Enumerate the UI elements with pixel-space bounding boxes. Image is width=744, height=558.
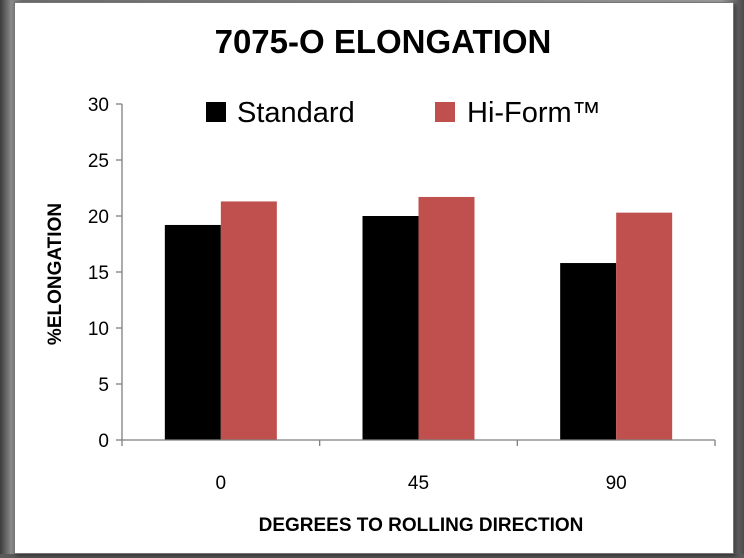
bar-standard-90: [560, 263, 617, 440]
legend-label-standard: Standard: [237, 97, 355, 129]
bar-standard-0: [164, 224, 221, 440]
chart-title: 7075-O ELONGATION: [215, 23, 552, 60]
x-axis-label: DEGREES TO ROLLING DIRECTION: [259, 515, 584, 536]
x-axis: 0 45 90: [121, 439, 716, 494]
y-tick-label: 30: [88, 95, 109, 116]
legend: Standard Hi-Form™: [206, 97, 601, 129]
x-tick-label: 90: [606, 473, 627, 494]
y-tick-label: 5: [98, 375, 109, 396]
bar-hiform-90: [616, 212, 673, 440]
bar-standard-45: [362, 216, 419, 440]
bar-hiform-45: [418, 196, 475, 440]
y-axis: 0 5 10 15 20 25 30: [88, 95, 123, 452]
legend-label-hiform: Hi-Form™: [467, 97, 601, 129]
y-tick-label: 10: [88, 319, 109, 340]
chart-panel: 7075-O ELONGATION %ELONGATION DEGREES TO…: [14, 2, 734, 554]
legend-swatch-standard: [206, 102, 226, 122]
y-tick-label: 25: [88, 151, 109, 172]
x-tick-label: 0: [216, 473, 227, 494]
y-tick-label: 20: [88, 207, 109, 228]
y-tick-label: 0: [98, 431, 109, 452]
x-tick-label: 45: [408, 473, 429, 494]
bar-hiform-0: [220, 201, 277, 440]
legend-swatch-hiform: [435, 102, 455, 122]
y-axis-label: %ELONGATION: [45, 203, 66, 345]
y-tick-label: 15: [88, 263, 109, 284]
bar-chart: 7075-O ELONGATION %ELONGATION DEGREES TO…: [45, 23, 716, 536]
plot-area: [164, 196, 673, 440]
